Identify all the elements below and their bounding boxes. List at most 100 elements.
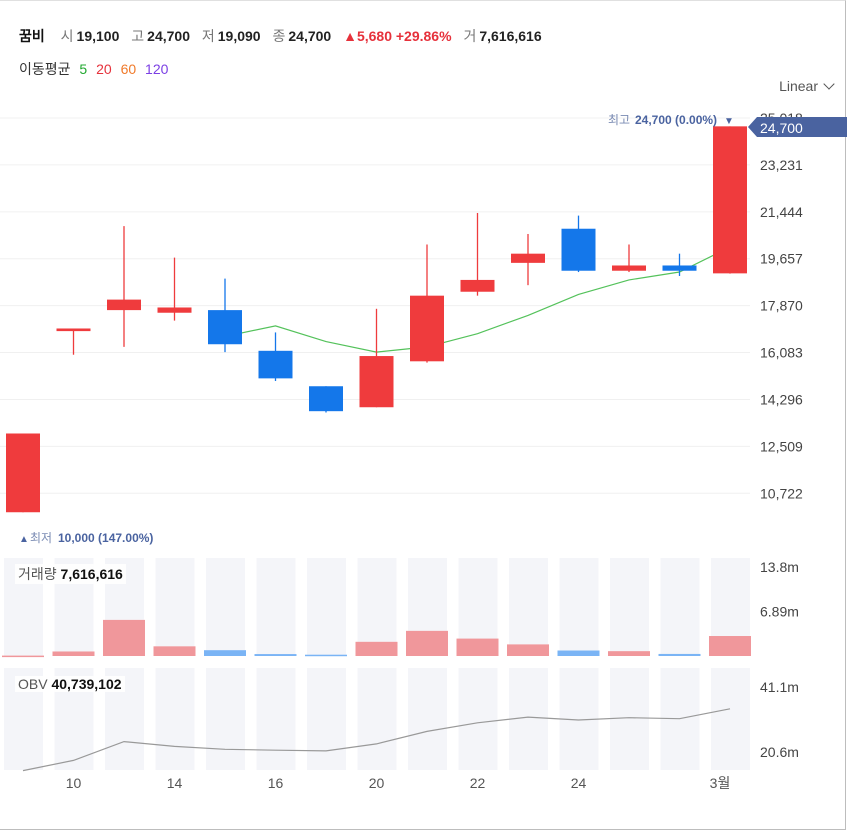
price-tick-label: 21,444 bbox=[760, 204, 803, 220]
volume-bar bbox=[406, 630, 448, 656]
candle-down bbox=[561, 215, 596, 273]
ma5-line-layer bbox=[224, 246, 731, 353]
volume-bar bbox=[204, 650, 246, 656]
obv-column-band bbox=[357, 668, 397, 770]
candle-body bbox=[157, 307, 192, 313]
open-value: 19,100 bbox=[76, 28, 120, 44]
date-axis-label: 10 bbox=[66, 775, 82, 791]
volume-panel-label: 거래량 7,616,616 bbox=[15, 564, 126, 584]
volume-column-band bbox=[610, 558, 649, 656]
volume-column-band bbox=[307, 558, 346, 656]
candle-up bbox=[460, 212, 495, 296]
candle-down bbox=[309, 386, 343, 413]
ma5-line bbox=[224, 246, 731, 353]
high-label: 고 bbox=[131, 28, 145, 44]
date-axis-label: 3월 bbox=[710, 775, 731, 791]
ma-period-120[interactable]: 120 bbox=[145, 61, 169, 77]
ma-label: 이동평균 bbox=[19, 61, 71, 77]
date-axis-label: 14 bbox=[167, 775, 183, 791]
volume-panel-value: 7,616,616 bbox=[60, 566, 123, 582]
date-axis-label: 22 bbox=[470, 775, 486, 791]
volume-bar bbox=[355, 641, 398, 656]
volume-bar bbox=[507, 644, 549, 656]
candle-up bbox=[410, 244, 444, 363]
price-tag-value: 24,700 bbox=[760, 120, 803, 136]
min-label: 최저 bbox=[30, 531, 52, 545]
obv-line bbox=[22, 708, 731, 772]
open-label: 시 bbox=[60, 28, 74, 44]
volume-column-band bbox=[509, 558, 548, 656]
obv-panel-label: OBV 40,739,102 bbox=[15, 676, 125, 692]
candle-body bbox=[662, 265, 697, 271]
change-value: ▲5,680 bbox=[343, 28, 392, 44]
price-axis-ticks: 25,01823,23121,44419,65717,87016,08314,2… bbox=[760, 110, 803, 501]
obv-tick-label: 41.1m bbox=[760, 679, 799, 695]
high-value: 24,700 bbox=[147, 28, 190, 44]
candle-body bbox=[107, 299, 141, 311]
date-axis-label: 20 bbox=[369, 775, 385, 791]
volume-axis-ticks: 13.8m 6.89m bbox=[760, 559, 799, 620]
obv-axis-ticks: 41.1m 20.6m bbox=[760, 679, 799, 760]
min-marker: ▲ bbox=[19, 534, 29, 545]
price-tick-label: 19,657 bbox=[760, 251, 803, 267]
obv-tick-label: 20.6m bbox=[760, 744, 799, 760]
obv-column-band bbox=[458, 668, 498, 770]
candles-layer bbox=[6, 126, 747, 513]
volume-label: 거 bbox=[463, 28, 477, 44]
volume-bar bbox=[658, 653, 701, 656]
volume-value: 7,616,616 bbox=[479, 28, 542, 44]
volume-bar bbox=[2, 655, 44, 658]
obv-column-band bbox=[206, 668, 245, 770]
close-value: 24,700 bbox=[288, 28, 332, 44]
candle-body bbox=[460, 279, 495, 292]
candle-down bbox=[662, 253, 697, 276]
volume-bar bbox=[52, 651, 95, 656]
date-axis-label: 16 bbox=[268, 775, 284, 791]
min-annotation: ▲ 최저 10,000 (147.00%) bbox=[19, 531, 153, 545]
candle-body bbox=[56, 328, 91, 332]
column-bands bbox=[4, 558, 750, 770]
volume-column-band bbox=[559, 558, 599, 656]
candle-up bbox=[157, 257, 192, 321]
volume-tick-label: 13.8m bbox=[760, 559, 799, 575]
ma-period-20[interactable]: 20 bbox=[96, 61, 112, 77]
date-axis-label: 24 bbox=[571, 775, 587, 791]
obv-column-band bbox=[610, 668, 649, 770]
price-tag: 24,700 bbox=[748, 117, 847, 137]
volume-bar bbox=[153, 646, 196, 656]
max-annotation: 최고 24,700 (0.00%) ▼ bbox=[608, 113, 734, 127]
price-tick-label: 17,870 bbox=[760, 298, 803, 314]
candle-body bbox=[309, 386, 343, 412]
ma-period-5[interactable]: 5 bbox=[79, 61, 88, 77]
volume-bars-layer bbox=[2, 619, 751, 658]
price-tick-label: 12,509 bbox=[760, 438, 803, 454]
volume-bar bbox=[709, 636, 751, 656]
moving-average-legend: 이동평균 5 20 60 120 bbox=[19, 59, 173, 79]
volume-bar bbox=[557, 650, 600, 656]
candle-body bbox=[6, 433, 40, 513]
ma-period-60[interactable]: 60 bbox=[120, 61, 137, 77]
candle-body bbox=[258, 350, 293, 379]
candle-body bbox=[410, 295, 444, 362]
low-label: 저 bbox=[201, 28, 215, 44]
candle-down bbox=[208, 278, 242, 353]
volume-column-band bbox=[206, 558, 245, 656]
candle-up bbox=[107, 226, 141, 347]
price-summary: 꿈비 시 19,100 고 24,700 저 19,090 종 24,700 ▲5,68… bbox=[19, 26, 550, 46]
obv-column-band bbox=[256, 668, 296, 770]
volume-column-band bbox=[256, 558, 296, 656]
price-tick-label: 14,296 bbox=[760, 391, 803, 407]
candle-body bbox=[359, 356, 394, 408]
candle-body bbox=[612, 265, 646, 271]
scale-dropdown[interactable]: Linear bbox=[779, 78, 835, 94]
obv-column-band bbox=[408, 668, 447, 770]
volume-tick-label: 6.89m bbox=[760, 604, 799, 620]
date-axis-labels: 10 14 16 20 22 24 3월 bbox=[66, 775, 731, 791]
candle-up bbox=[713, 126, 747, 274]
min-value: 10,000 (147.00%) bbox=[58, 531, 153, 545]
change-percent: +29.86% bbox=[395, 28, 452, 44]
volume-column-band bbox=[357, 558, 397, 656]
candle-body bbox=[208, 310, 242, 345]
obv-column-band bbox=[711, 668, 750, 770]
